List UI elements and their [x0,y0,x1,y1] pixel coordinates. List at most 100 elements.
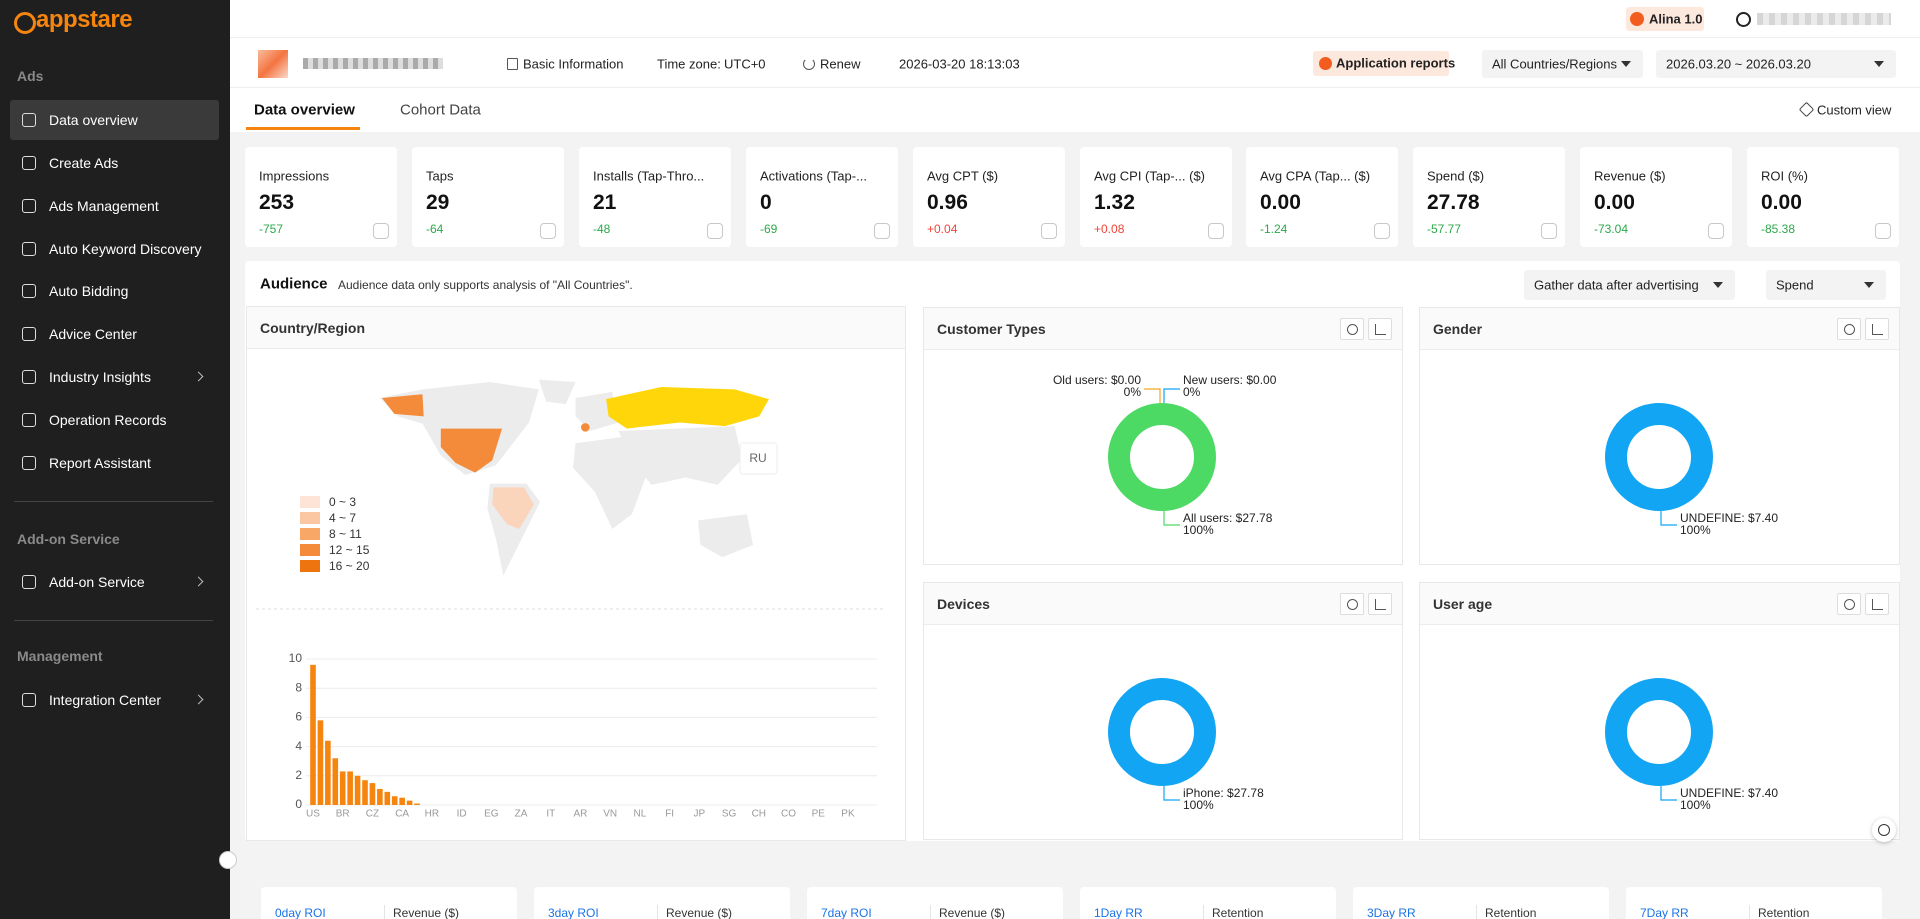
metric-value: 1.32 [1094,191,1135,214]
metric-card: Installs (Tap-Thro... 21 -48 [579,147,731,247]
tabs-bar [230,88,1920,132]
menu-icon [22,284,36,298]
legend-swatch [300,496,320,508]
bottom-card-metric: Retention [1212,906,1264,919]
bottom-card: 3Day RR Retention [1353,887,1609,919]
timestamp: 2026-03-20 18:13:03 [899,56,1020,72]
menu-item[interactable]: Ads Management [10,186,219,226]
metric-value: 0.00 [1761,191,1802,214]
pie-view-button[interactable] [1837,593,1861,615]
menu-label: Industry Insights [49,369,151,385]
section-title: Ads [17,68,44,84]
metric-value: 0.00 [1594,191,1635,214]
basic-info[interactable]: Basic Information [523,56,624,72]
metric-delta: -85.38 [1761,222,1796,236]
line-view-button[interactable] [1865,593,1889,615]
metric-delta: -73.04 [1594,222,1629,236]
menu-icon [22,370,36,384]
pie-view-button[interactable] [1340,593,1364,615]
menu-item[interactable]: Advice Center [10,314,219,354]
audience-note: Audience data only supports analysis of … [338,278,633,292]
metric-value: 0 [760,191,772,214]
button-icon [1844,599,1855,610]
menu-item[interactable]: Auto Keyword Discovery [10,229,219,269]
metric-title: Spend ($) [1427,168,1485,184]
metric-delta: -48 [593,222,611,236]
bottom-card-title: 0day ROI [275,906,326,919]
chart-panel: Devices [923,582,1403,840]
timezone: UTC+0 [724,56,766,72]
menu-label: Auto Keyword Discovery [49,241,202,257]
pie-view-button[interactable] [1837,318,1861,340]
menu-label: Create Ads [49,155,119,171]
button-icon [1347,324,1358,335]
line-view-button[interactable] [1368,318,1392,340]
renew[interactable]: Renew [820,56,861,72]
date-select[interactable]: 2026.03.20 ~ 2026.03.20 [1656,50,1896,78]
pie-view-button[interactable] [1340,318,1364,340]
metric-title: Activations (Tap-... [760,168,867,184]
timezone-label: Time zone: [657,56,721,72]
metric-card: Avg CPI (Tap-... ($) 1.32 +0.08 [1080,147,1232,247]
metric-card: Avg CPA (Tap... ($) 0.00 -1.24 [1246,147,1398,247]
menu-item[interactable]: Add-on Service [10,562,219,602]
legend-label: 12 ~ 15 [329,543,370,557]
metric-delta: -57.77 [1427,222,1462,236]
panel-header [1420,583,1899,625]
select-text: Spend [1776,277,1814,293]
select-caret [1713,282,1723,288]
legend-label: 16 ~ 20 [329,559,370,573]
metric-title: Avg CPA (Tap... ($) [1260,168,1371,184]
menu-item[interactable]: Create Ads [10,143,219,183]
metric-title: Taps [426,168,454,184]
app-reports-button[interactable]: Application reports [1313,51,1455,76]
renew-icon [803,58,815,70]
menu-item[interactable]: Industry Insights [10,357,219,397]
user-badge[interactable]: Alina 1.0 [1626,7,1704,31]
sidebar: appstare Ads Data overview Create Ads Ads Ma… [0,0,230,919]
metric-card: ROI (%) 0.00 -85.38 [1747,147,1899,247]
menu-label: Add-on Service [49,574,145,590]
menu-item[interactable]: Data overview [10,100,219,140]
collapse-button[interactable] [219,851,237,869]
legend-swatch [300,512,320,524]
select-text: 2026.03.20 ~ 2026.03.20 [1666,56,1811,72]
region-select[interactable]: All Countries/Regions [1482,50,1643,78]
menu-item[interactable]: Integration Center [10,680,219,720]
bottom-card: 7day ROI Revenue ($) [807,887,1063,919]
line-view-button[interactable] [1865,318,1889,340]
custom-view[interactable]: Custom view [1817,102,1892,118]
metric-title: Avg CPT ($) [927,168,999,184]
chevron [193,371,204,382]
menu-item[interactable]: Report Assistant [10,443,219,483]
metric-select[interactable]: Spend [1766,270,1886,300]
app-icon-blurred [258,50,288,78]
legend-swatch [300,544,320,556]
metric-card: Revenue ($) 0.00 -73.04 [1580,147,1732,247]
metric-value: 0.96 [927,191,968,214]
edit-button[interactable] [1872,818,1896,842]
menu-icon [22,456,36,470]
app-reports-text: Application reports [1336,55,1456,71]
metric-title: Revenue ($) [1594,168,1666,184]
menu-item[interactable]: Auto Bidding [10,271,219,311]
button-icon [1872,599,1883,610]
select-caret [1864,282,1874,288]
metric-title: Installs (Tap-Thro... [593,168,705,184]
tab[interactable]: Data overview [254,101,355,119]
card-divider [1476,905,1477,919]
panel-title: Gender [1433,321,1483,337]
bottom-card-metric: Retention [1485,906,1537,919]
tab[interactable]: Cohort Data [400,101,481,119]
line-view-button[interactable] [1368,593,1392,615]
user-icon[interactable] [1736,12,1751,27]
divider [14,620,213,621]
metric-delta: +0.04 [927,222,958,236]
logo-text: appstare [36,6,133,33]
menu-item[interactable]: Operation Records [10,400,219,440]
gather-select[interactable]: Gather data after advertising [1524,270,1735,300]
menu-icon [22,327,36,341]
metric-card: Taps 29 -64 [412,147,564,247]
chart-panel: Customer Types [923,307,1403,565]
metric-value: 27.78 [1427,191,1480,214]
